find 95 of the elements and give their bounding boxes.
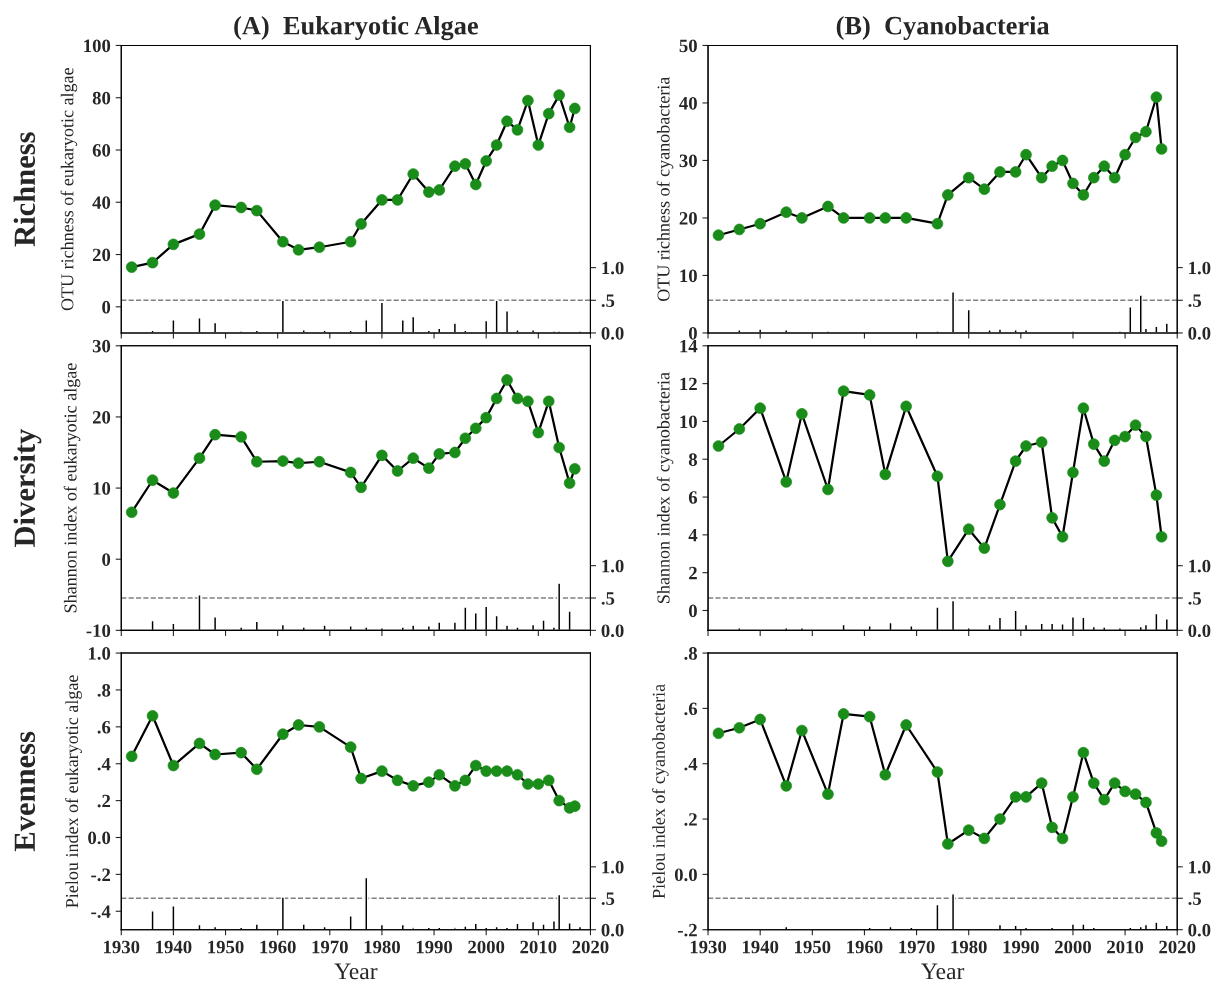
- y-tick-label: 14: [680, 339, 698, 353]
- point: [193, 737, 206, 750]
- y2-tick-label: 0.0: [1188, 326, 1211, 340]
- y-tick-label: .4: [684, 757, 698, 771]
- x-tick-label: 1960: [847, 940, 883, 954]
- y-tick-label: 10: [680, 415, 697, 429]
- y-tick-label: .4: [97, 757, 111, 771]
- y2-tick-label: .5: [1188, 294, 1202, 308]
- y-tick-label: 0: [102, 553, 111, 566]
- y2-tick-label: .5: [1188, 892, 1202, 906]
- y-tick-label: 12: [680, 377, 697, 391]
- y-tick-label: 100: [84, 39, 111, 53]
- x-tick-label: 2020: [572, 940, 609, 954]
- y-tick-label: .2: [97, 794, 111, 808]
- y-axis-title: Pielou index of cyanobacteria: [652, 684, 669, 899]
- y2-tick-label: 1.0: [602, 559, 624, 573]
- x-axis-title: Year: [334, 963, 378, 980]
- y-axis-title: OTU richness of cyanobacteria: [656, 76, 674, 302]
- y-tick-label: 0.0: [88, 831, 111, 845]
- y2-tick-label: 1.0: [1189, 261, 1211, 275]
- y-tick-label: -10: [86, 624, 111, 638]
- text: Richness: [13, 132, 36, 247]
- y2-tick-label: 0.0: [601, 326, 624, 340]
- text: Evenness: [14, 731, 36, 852]
- y-tick-label: -.2: [678, 923, 697, 937]
- y-tick-label: 0: [688, 604, 697, 618]
- text: Diversity: [13, 428, 42, 547]
- x-tick-label: 1970: [312, 940, 348, 954]
- point: [1077, 746, 1090, 759]
- y-tick-label: 30: [92, 339, 111, 353]
- y2-tick-label: .5: [601, 294, 615, 308]
- y-tick-label: 40: [679, 96, 697, 110]
- y2-tick-label: .5: [1188, 592, 1202, 605]
- y-tick-label: 0: [688, 326, 697, 340]
- y-tick-label: .8: [684, 647, 698, 660]
- y-tick-label: 20: [92, 410, 111, 424]
- y-tick-label: -.2: [91, 868, 111, 882]
- y2-tick-label: .5: [601, 892, 615, 906]
- x-tick-label: 1990: [416, 940, 453, 954]
- y-tick-label: 8: [688, 453, 698, 466]
- point: [490, 392, 503, 405]
- y-tick-label: .6: [97, 720, 111, 734]
- y-tick-label: 0: [102, 300, 111, 314]
- x-tick-label: 2000: [468, 940, 505, 954]
- x-tick-label: 1930: [104, 940, 140, 954]
- x-tick-label: 1980: [951, 940, 987, 954]
- x-tick-label: 1940: [156, 940, 192, 954]
- y-tick-label: .6: [684, 702, 698, 716]
- y2-tick-label: 0.0: [1188, 923, 1211, 937]
- y2-tick-label: 1.0: [1189, 860, 1211, 874]
- y-tick-label: -.4: [91, 905, 111, 919]
- y-tick-label: 40: [92, 196, 111, 209]
- y2-tick-label: .5: [601, 592, 615, 605]
- chart-title: (A) Eukaryotic Algae: [234, 16, 478, 41]
- x-tick-label: 2020: [1159, 940, 1196, 954]
- y2-tick-label: 0.0: [601, 923, 624, 937]
- y-axis-title: OTU richness of eukaryotic algae: [60, 68, 78, 311]
- y-tick-label: 60: [92, 144, 111, 157]
- y2-tick-label: 1.0: [1189, 559, 1211, 573]
- x-tick-label: 2000: [1055, 940, 1091, 954]
- y-tick-label: 1.0: [88, 647, 111, 660]
- chart-title: (B) Cyanobacteria: [836, 16, 1050, 41]
- y-axis-title: Pielou index of eukaryotic algae: [65, 675, 82, 908]
- y-axis-title: Shannon index of eukaryotic algae: [63, 363, 81, 613]
- x-tick-label: 1950: [208, 940, 244, 954]
- x-tick-label: 1950: [795, 940, 831, 954]
- y-tick-label: 10: [680, 269, 697, 283]
- x-tick-label: 1990: [1003, 940, 1039, 954]
- x-tick-label: 1930: [690, 940, 727, 954]
- y-tick-label: 30: [679, 154, 697, 168]
- x-tick-label: 1970: [899, 940, 935, 954]
- x-tick-label: 2010: [520, 940, 557, 954]
- y-tick-label: 0.0: [674, 868, 697, 882]
- y-tick-label: 80: [92, 91, 111, 105]
- x-tick-label: 1960: [260, 940, 296, 954]
- y-tick-label: 6: [688, 491, 698, 504]
- y2-tick-label: 0.0: [1188, 624, 1211, 638]
- x-tick-label: 1980: [364, 940, 400, 954]
- x-tick-label: 2010: [1107, 940, 1144, 954]
- y-tick-label: 2: [689, 566, 697, 580]
- y-tick-label: 4: [688, 529, 698, 542]
- y2-tick-label: 1.0: [602, 860, 624, 874]
- y2-tick-label: 0.0: [601, 624, 624, 638]
- y-tick-label: .8: [97, 683, 111, 697]
- y-tick-label: 10: [93, 482, 111, 495]
- y-tick-label: 20: [679, 211, 697, 225]
- point: [511, 392, 524, 405]
- y-tick-label: 50: [679, 39, 697, 53]
- y-axis-title: Shannon index of cyanobacteria: [656, 372, 674, 603]
- y2-tick-label: 1.0: [602, 261, 624, 275]
- y-tick-label: .2: [684, 813, 697, 826]
- point: [344, 466, 357, 479]
- x-tick-label: 1940: [742, 940, 779, 954]
- y-tick-label: 20: [92, 248, 111, 262]
- x-axis-title: Year: [921, 963, 965, 980]
